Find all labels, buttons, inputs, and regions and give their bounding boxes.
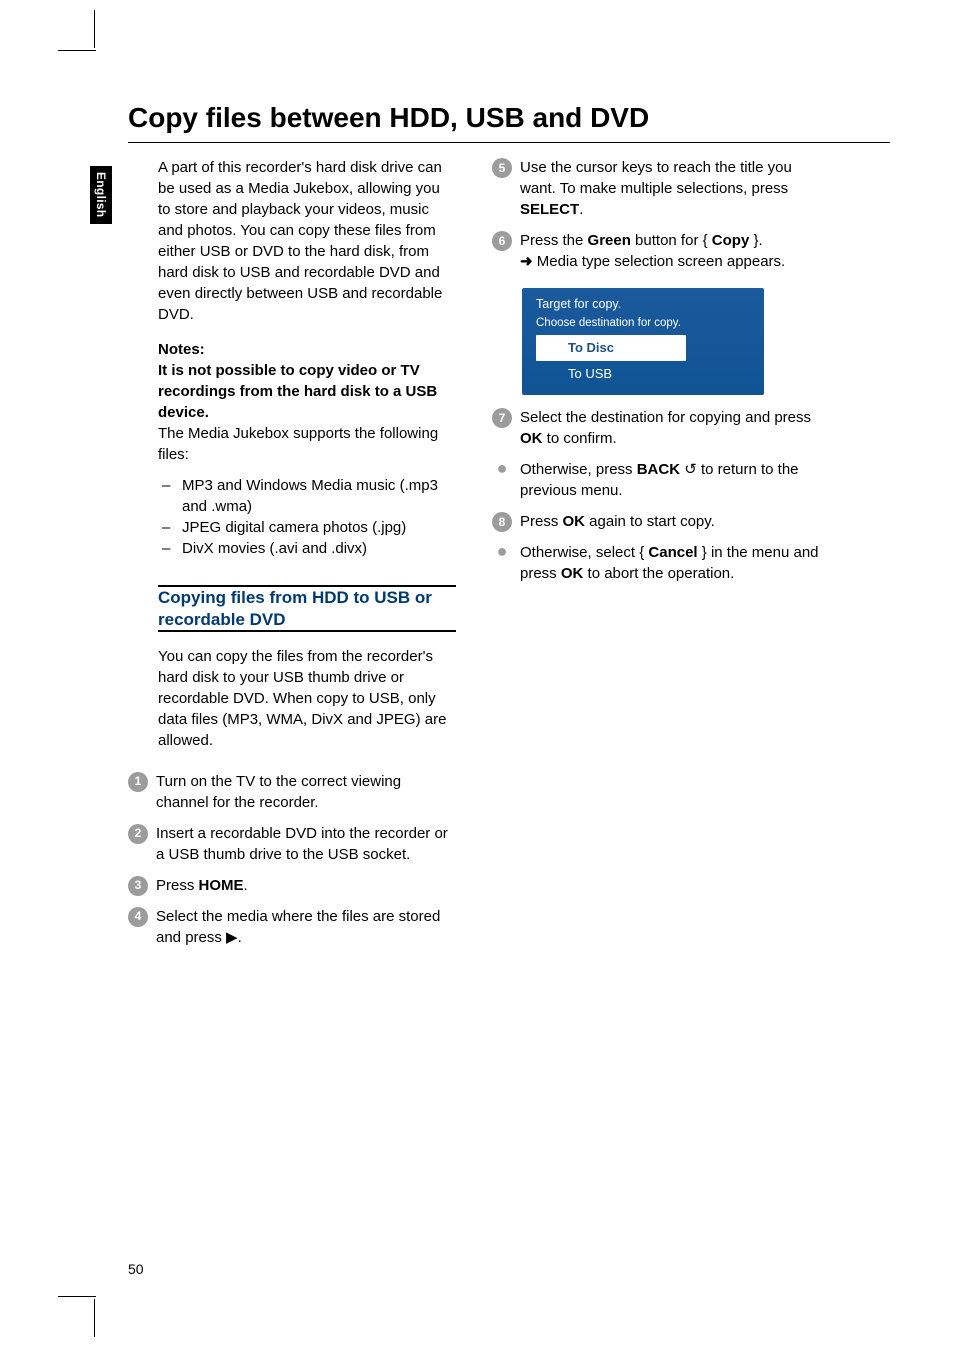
bullet-icon: ● (492, 541, 512, 584)
bullet-icon: ● (492, 458, 512, 501)
title-rule (128, 142, 890, 143)
crop-mark (94, 10, 95, 48)
step-5: 5 Use the cursor keys to reach the title… (492, 157, 820, 220)
screen-subtitle: Choose destination for copy. (536, 315, 750, 331)
notes-tail: The Media Jukebox supports the following… (158, 423, 456, 465)
dash-icon: – (162, 517, 176, 538)
step-3: 3 Press HOME. (128, 875, 456, 896)
step-text: Select the destination for copying and p… (520, 407, 820, 449)
step-number-icon: 6 (492, 231, 512, 251)
step-number-icon: 8 (492, 512, 512, 532)
step-7: 7 Select the destination for copying and… (492, 407, 820, 449)
step-number-icon: 1 (128, 772, 148, 792)
bullet-otherwise-cancel: ● Otherwise, select { Cancel } in the me… (492, 542, 820, 584)
crop-mark (58, 50, 96, 51)
step-number-icon: 7 (492, 408, 512, 428)
list-item-label: MP3 and Windows Media music (.mp3 and .w… (182, 475, 456, 517)
media-selection-screen: Target for copy. Choose destination for … (522, 288, 764, 395)
step-number-icon: 4 (128, 907, 148, 927)
step-text: Select the media where the files are sto… (156, 906, 456, 948)
rule (158, 630, 456, 632)
step-6: 6 Press the Green button for { Copy }. ➜… (492, 230, 820, 272)
step-list: 1 Turn on the TV to the correct viewing … (128, 771, 456, 948)
step-text: Insert a recordable DVD into the recorde… (156, 823, 456, 865)
bullet-text: Otherwise, press BACK ↺ to return to the… (520, 459, 820, 501)
list-item: – DivX movies (.avi and .divx) (158, 538, 456, 559)
bullet-text: Otherwise, select { Cancel } in the menu… (520, 542, 820, 584)
bullet-otherwise-back: ● Otherwise, press BACK ↺ to return to t… (492, 459, 820, 501)
language-tab: English (90, 166, 112, 224)
list-item: – MP3 and Windows Media music (.mp3 and … (158, 475, 456, 517)
content: English Copy files between HDD, USB and … (128, 100, 890, 1267)
list-item-label: DivX movies (.avi and .divx) (182, 538, 367, 559)
list-item: – JPEG digital camera photos (.jpg) (158, 517, 456, 538)
right-column: 5 Use the cursor keys to reach the title… (492, 157, 820, 958)
step-number-icon: 3 (128, 876, 148, 896)
step-number-icon: 2 (128, 824, 148, 844)
list-item-label: JPEG digital camera photos (.jpg) (182, 517, 406, 538)
step-text: Use the cursor keys to reach the title y… (520, 157, 820, 220)
page-title: Copy files between HDD, USB and DVD (128, 100, 890, 136)
dash-icon: – (162, 475, 176, 517)
step-text: Turn on the TV to the correct viewing ch… (156, 771, 456, 813)
step-2: 2 Insert a recordable DVD into the recor… (128, 823, 456, 865)
dash-icon: – (162, 538, 176, 559)
crop-mark (94, 1299, 95, 1337)
step-number-icon: 5 (492, 158, 512, 178)
section-header: Copying files from HDD to USB or recorda… (128, 585, 456, 632)
page-number: 50 (128, 1261, 144, 1277)
left-column: A part of this recorder's hard disk driv… (128, 157, 456, 958)
step-8: 8 Press OK again to start copy. (492, 511, 820, 532)
step-text: Press the Green button for { Copy }. ➜ M… (520, 230, 820, 272)
intro-paragraph: A part of this recorder's hard disk driv… (158, 157, 456, 325)
page-frame: English Copy files between HDD, USB and … (0, 0, 954, 1347)
supported-files-list: – MP3 and Windows Media music (.mp3 and … (158, 475, 456, 559)
crop-mark (58, 1296, 96, 1297)
screen-option-to-usb: To USB (536, 361, 750, 387)
language-label: English (94, 172, 108, 217)
notes-warning: It is not possible to copy video or TV r… (158, 362, 437, 421)
step-1: 1 Turn on the TV to the correct viewing … (128, 771, 456, 813)
step-4: 4 Select the media where the files are s… (128, 906, 456, 948)
screen-option-to-disc: To Disc (536, 335, 686, 361)
section-title: Copying files from HDD to USB or recorda… (158, 587, 456, 630)
step-text: Press OK again to start copy. (520, 511, 820, 532)
step-text: Press HOME. (156, 875, 456, 896)
screen-title: Target for copy. (536, 296, 750, 314)
result-arrow-icon: ➜ (520, 253, 537, 270)
section-intro: You can copy the files from the recorder… (158, 646, 456, 751)
notes-label: Notes: (158, 341, 205, 358)
